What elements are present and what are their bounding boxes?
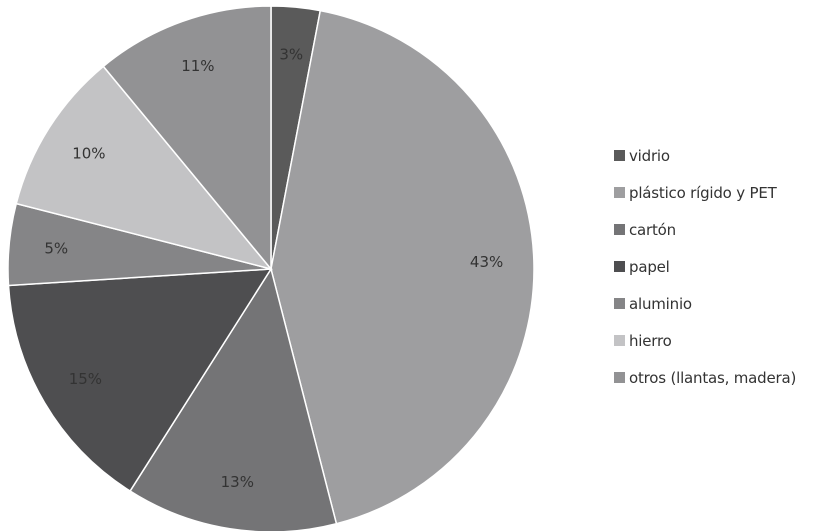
pie-slices	[7, 5, 535, 531]
legend-item-2: cartón	[614, 220, 796, 239]
legend-label: vidrio	[629, 146, 670, 165]
legend-item-3: papel	[614, 257, 796, 276]
data-label-5: 10%	[72, 144, 105, 162]
legend-item-6: otros (llantas, madera)	[614, 368, 796, 387]
legend-label: plástico rígido y PET	[629, 183, 777, 202]
legend-label: otros (llantas, madera)	[629, 368, 797, 387]
legend-item-1: plástico rígido y PET	[614, 183, 796, 202]
data-label-2: 13%	[221, 473, 254, 491]
chart-legend: vidrio plástico rígido y PET cartón papel al…	[614, 146, 796, 405]
data-label-4: 5%	[44, 240, 68, 258]
data-label-1: 43%	[470, 253, 503, 271]
pie-data-labels: 3% 43% 13% 15% 5% 10% 11%	[44, 45, 503, 491]
legend-swatch	[614, 150, 625, 161]
legend-swatch	[614, 298, 625, 309]
legend-swatch	[614, 372, 625, 383]
legend-label: cartón	[629, 220, 676, 239]
data-label-6: 11%	[181, 57, 214, 75]
legend-swatch	[614, 335, 625, 346]
data-label-3: 15%	[69, 370, 102, 388]
pie-slice-3	[7, 268, 273, 493]
data-label-0: 3%	[279, 45, 303, 63]
legend-swatch	[614, 224, 625, 235]
pie-slice-5	[15, 65, 274, 271]
pie-slice-2	[129, 267, 338, 531]
legend-item-4: aluminio	[614, 294, 796, 313]
legend-swatch	[614, 261, 625, 272]
legend-label: papel	[629, 257, 670, 276]
legend-item-0: vidrio	[614, 146, 796, 165]
pie-slice-6	[102, 5, 272, 272]
legend-item-5: hierro	[614, 331, 796, 350]
pie-slice-1	[270, 9, 535, 525]
legend-swatch	[614, 187, 625, 198]
legend-label: hierro	[629, 331, 672, 350]
legend-label: aluminio	[629, 294, 692, 313]
